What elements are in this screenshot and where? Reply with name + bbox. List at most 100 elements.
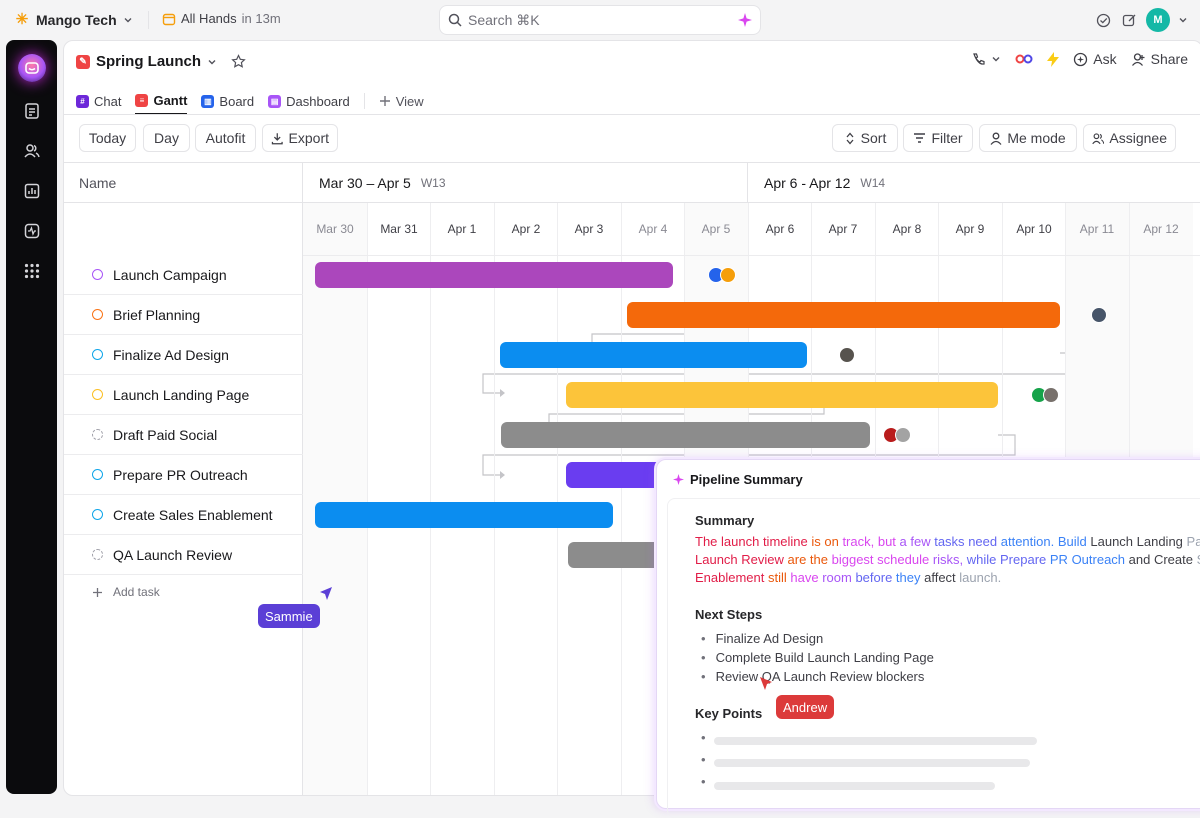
filter-button[interactable]: Filter [903,124,973,152]
edit-icon[interactable] [1120,11,1138,29]
me-mode-label: Me mode [1007,130,1066,146]
weekend-shade [303,203,367,795]
people-icon[interactable] [21,140,43,162]
day-header: Mar 31 [380,222,418,236]
name-header-label: Name [79,174,117,191]
bullet-dot: • [701,752,706,767]
star-icon[interactable] [231,54,246,69]
ai-agents-icon[interactable] [1015,54,1033,64]
day-header: Apr 12 [1143,222,1179,236]
apps-grid-icon[interactable] [21,260,43,282]
task-row[interactable]: Brief Planning [64,295,303,335]
task-status-icon[interactable] [92,309,103,320]
export-button[interactable]: Export [262,124,338,152]
task-status-icon[interactable] [92,549,103,560]
task-bar[interactable] [627,302,1060,328]
tab-label: Board [219,93,255,109]
dashboard-icon: ▤ [268,94,282,108]
day-gridline [557,203,558,795]
task-status-icon[interactable] [92,509,103,520]
task-bar[interactable] [315,262,673,288]
day-scale-button[interactable]: Day [143,124,190,152]
docs-icon[interactable] [21,100,43,122]
task-row[interactable]: Create Sales Enablement [64,495,303,535]
task-bar[interactable] [566,382,998,408]
add-view-button[interactable]: View [379,87,424,115]
task-status-icon[interactable] [92,269,103,280]
tab-label: Dashboard [286,93,350,109]
task-bar[interactable] [500,342,807,368]
task-check-icon[interactable] [1094,11,1112,29]
task-bar[interactable] [315,502,613,528]
upcoming-meeting[interactable]: All Hands in 13m [162,11,281,26]
task-name[interactable]: Create Sales Enablement [113,506,273,523]
task-name[interactable]: Launch Landing Page [113,386,250,403]
tab-gantt[interactable]: ≡ Gantt [135,87,188,115]
call-button[interactable] [971,52,1001,67]
task-name[interactable]: Draft Paid Social [113,426,218,443]
avatar[interactable] [839,347,855,363]
page-title[interactable]: Spring Launch [96,53,201,70]
task-name[interactable]: Brief Planning [113,306,201,323]
avatar[interactable] [1091,307,1107,323]
task-status-icon[interactable] [92,389,103,400]
automation-bolt-icon[interactable] [1047,51,1060,67]
task-row[interactable]: Finalize Ad Design [64,335,303,375]
workspace-switcher[interactable]: ✳ Mango Tech [8,7,139,33]
summary-heading: Summary [695,513,755,528]
task-row[interactable]: Draft Paid Social [64,415,303,455]
task-row[interactable]: QA Launch Review [64,535,303,575]
sort-label: Sort [860,130,887,146]
ask-button[interactable]: Ask [1073,51,1117,67]
assignee-button[interactable]: Assignee [1083,124,1176,152]
chevron-down-icon[interactable] [1178,15,1188,25]
me-mode-button[interactable]: Me mode [979,124,1077,152]
task-row[interactable]: Launch Landing Page [64,375,303,415]
ai-sparkle-icon[interactable] [738,13,752,27]
meeting-title: All Hands [181,11,237,26]
task-name[interactable]: QA Launch Review [113,546,233,563]
task-name[interactable]: Finalize Ad Design [113,346,229,363]
user-avatar[interactable]: M [1146,8,1170,32]
avatar[interactable] [1043,387,1059,403]
assignee-label: Assignee [1109,130,1167,146]
tab-board[interactable]: ▥ Board [201,87,254,115]
task-bar[interactable] [501,422,870,448]
task-status-icon[interactable] [92,429,103,440]
assignee-avatars[interactable] [839,347,855,363]
share-user-icon [1131,52,1145,66]
loading-placeholder [714,737,1037,745]
add-task-button[interactable]: Add task [92,585,160,599]
today-button[interactable]: Today [79,124,136,152]
task-row[interactable]: Launch Campaign [64,255,303,295]
autofit-button[interactable]: Autofit [195,124,256,152]
name-column-header[interactable]: Name [64,163,302,203]
divider [64,114,1200,115]
day-gridline [367,203,368,795]
summary-line: The launch timeline is on track, but a f… [695,534,1200,549]
assignee-avatars[interactable] [708,267,736,283]
avatar[interactable] [720,267,736,283]
task-row[interactable]: Prepare PR Outreach [64,455,303,495]
list-icon: ✎ [76,54,90,69]
task-name[interactable]: Prepare PR Outreach [113,466,248,483]
assignee-avatars[interactable] [883,427,911,443]
cursor-label-andrew: Andrew [776,695,835,719]
tab-chat[interactable]: # Chat [76,87,121,115]
avatar[interactable] [895,427,911,443]
search-input[interactable]: Search ⌘K [439,5,761,35]
gantt-icon: ≡ [135,93,149,107]
assignee-avatars[interactable] [1031,387,1059,403]
sort-button[interactable]: Sort [832,124,898,152]
assignee-avatars[interactable] [1091,307,1107,323]
chevron-down-icon[interactable] [207,57,217,67]
tab-dashboard[interactable]: ▤ Dashboard [268,87,350,115]
share-button[interactable]: Share [1131,51,1188,67]
task-status-icon[interactable] [92,349,103,360]
top-bar: ✳ Mango Tech All Hands in 13m Search ⌘K … [0,0,1200,40]
task-name[interactable]: Launch Campaign [113,266,227,283]
pulse-icon[interactable] [21,220,43,242]
task-status-icon[interactable] [92,469,103,480]
chart-icon[interactable] [21,180,43,202]
home-icon[interactable] [17,54,46,82]
